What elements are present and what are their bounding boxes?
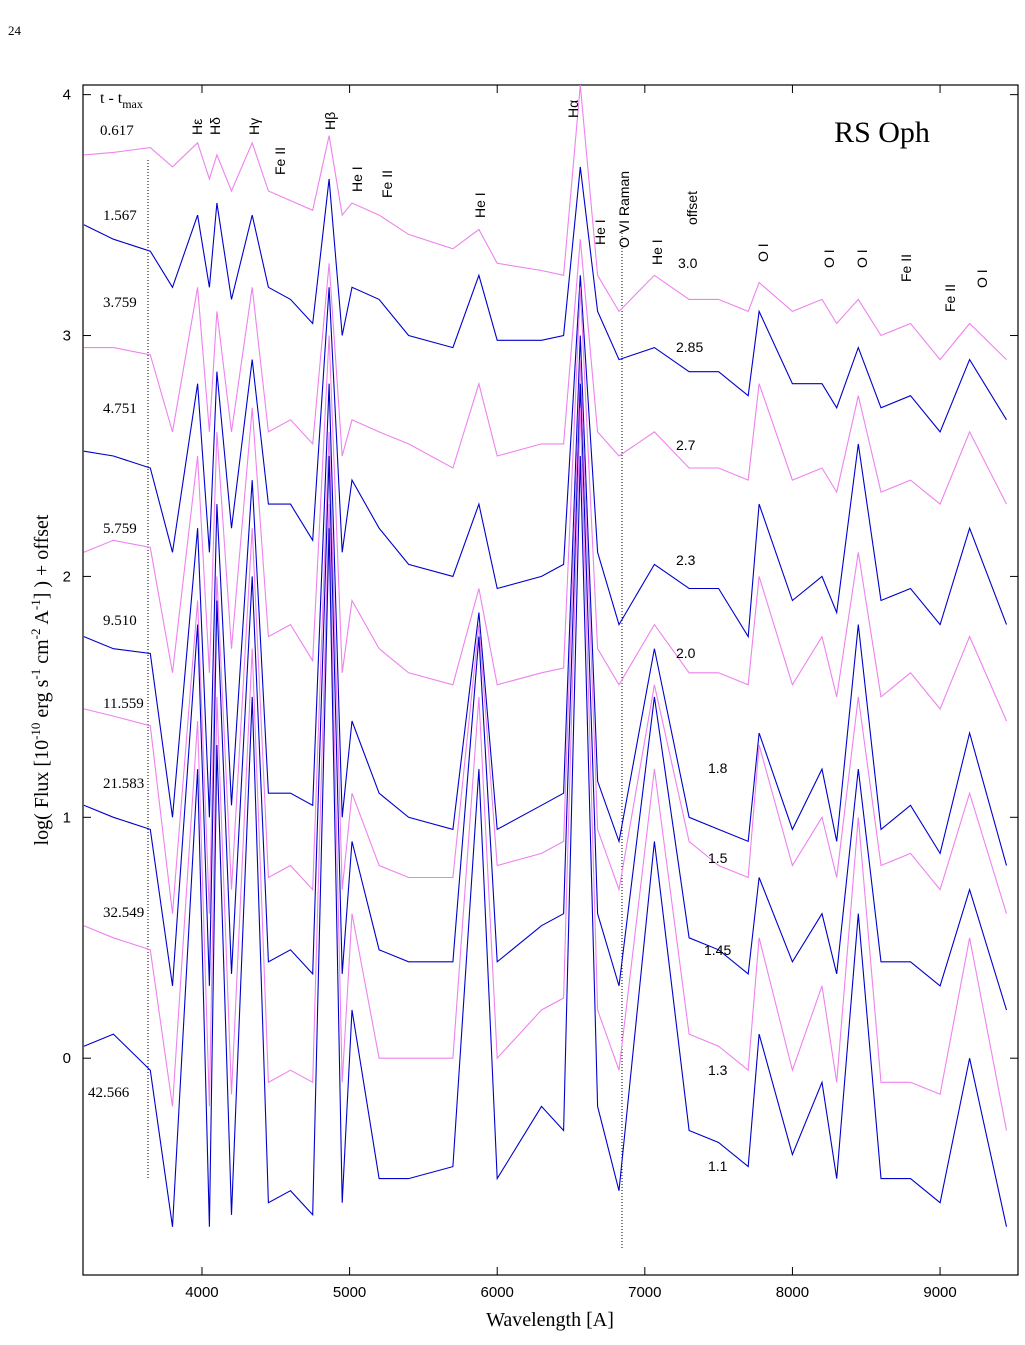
offset-label: 1.3	[708, 1062, 728, 1078]
time-label: 21.583	[103, 776, 144, 792]
line-label: Fe II	[379, 170, 395, 198]
y-label-part: cm	[31, 639, 53, 669]
time-label: t - tmax	[100, 90, 143, 111]
spectrum	[83, 383, 1008, 1011]
spectrum	[83, 84, 1007, 361]
offset-label: 1.1	[708, 1158, 728, 1174]
line-label: O VI Raman	[616, 171, 632, 248]
x-tick-label: 6000	[481, 1284, 514, 1301]
y-tick-label: 4	[63, 87, 71, 104]
line-label: O I	[854, 249, 870, 268]
x-tick-label: 9000	[923, 1284, 956, 1301]
offset-label: 2.0	[676, 645, 696, 661]
y-label-sup: -1	[28, 669, 43, 680]
spectrum	[83, 335, 1008, 866]
y-label-part: erg s	[31, 679, 53, 722]
line-label: Hβ	[322, 112, 338, 130]
line-label: Hε	[189, 119, 205, 135]
y-tick-label: 2	[63, 568, 71, 585]
page-number: 24	[8, 23, 22, 38]
y-label-part: ] ) + offset	[31, 514, 53, 599]
time-label: 5.759	[103, 521, 137, 537]
x-tick-label: 7000	[628, 1284, 661, 1301]
x-axis-label: Wavelength [A]	[486, 1309, 614, 1331]
time-label: 11.559	[103, 696, 144, 712]
spectrum	[83, 359, 1008, 914]
line-label: Hγ	[246, 118, 262, 135]
x-tick-label: 4000	[185, 1284, 218, 1301]
line-label: He I	[592, 219, 608, 245]
offset-label: 1.45	[704, 942, 731, 958]
line-label: He I	[649, 239, 665, 265]
offset-label: 2.3	[676, 552, 696, 568]
spectrum	[83, 287, 1008, 722]
y-label-sup: -1	[28, 599, 43, 610]
y-label-part: A	[31, 610, 53, 629]
time-label-main: t - t	[100, 90, 123, 107]
offset-label: 1.5	[708, 850, 728, 866]
spectrum	[83, 166, 1007, 433]
offset-label: 3.0	[678, 255, 698, 271]
offset-label: 2.7	[676, 437, 696, 453]
y-tick-label: 3	[63, 328, 71, 345]
line-label: Fe II	[942, 284, 958, 312]
line-label: Hα	[565, 100, 581, 118]
y-tick-label: 0	[63, 1050, 71, 1067]
line-label: O I	[755, 243, 771, 262]
spectrum	[83, 407, 1008, 1131]
time-label-sub: max	[122, 97, 143, 111]
line-label: He I	[472, 192, 488, 218]
line-label: Fe II	[272, 147, 288, 175]
line-label: Fe II	[898, 254, 914, 282]
spectrum	[83, 275, 1008, 639]
offset-label: 2.85	[676, 339, 703, 355]
time-label: 4.751	[103, 401, 137, 417]
y-label-sup: -10	[28, 723, 43, 740]
line-label: offset	[684, 191, 700, 225]
y-label-part: log( Flux [10	[31, 740, 53, 846]
chart-title: RS Oph	[834, 116, 930, 149]
y-label-sup: -2	[28, 628, 43, 639]
x-tick-label: 8000	[776, 1284, 809, 1301]
line-label: O I	[974, 269, 990, 288]
y-tick-label: 1	[63, 809, 71, 826]
time-label: 0.617	[100, 123, 134, 139]
line-label: He I	[349, 166, 365, 192]
y-axis-label: log( Flux [10-10 erg s-1 cm-2 A-1] ) + o…	[28, 514, 53, 845]
time-label: 3.759	[103, 295, 137, 311]
line-label: Hδ	[207, 117, 223, 135]
line-label: O I	[821, 249, 837, 268]
plot-frame	[82, 84, 1019, 1276]
time-label: 32.549	[103, 905, 144, 921]
time-label: 1.567	[103, 208, 137, 224]
time-label: 9.510	[103, 613, 137, 629]
spectrum	[83, 239, 1007, 505]
time-label: 42.566	[88, 1085, 130, 1101]
spectrum	[83, 455, 1008, 1227]
offset-label: 1.8	[708, 760, 728, 776]
x-tick-label: 5000	[333, 1284, 366, 1301]
